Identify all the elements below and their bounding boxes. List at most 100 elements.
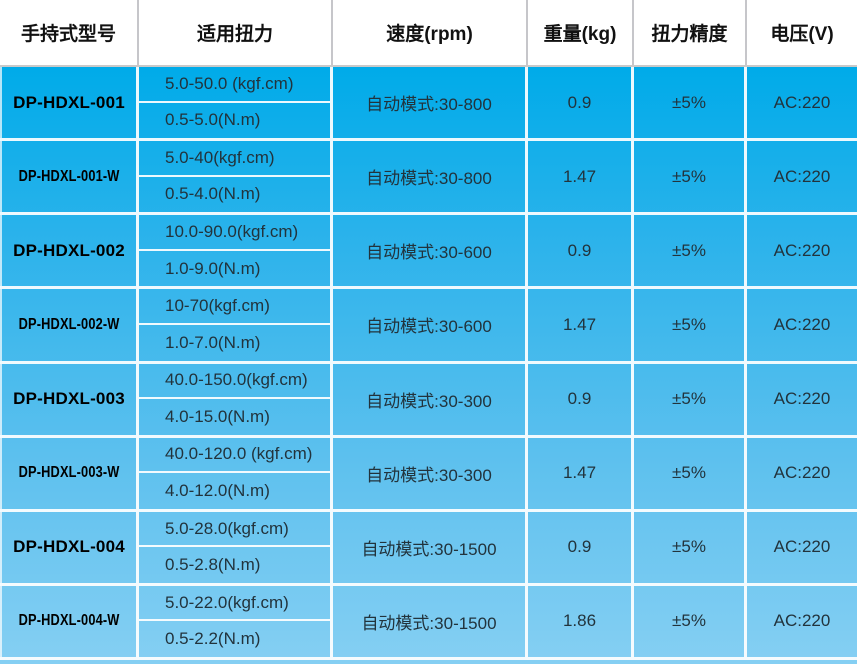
torque-nm-value: 1.0-9.0(N.m) [165, 258, 261, 278]
weight-cell: 0.9 [528, 363, 634, 435]
speed-cell: 自动模式:30-800 [333, 67, 528, 139]
voltage-value: AC:220 [773, 166, 831, 186]
weight-cell: 1.47 [528, 141, 634, 213]
model-name: DP-HDXL-001 [13, 92, 125, 112]
torque-kgf-value: 40.0-150.0(kgf.cm) [165, 370, 308, 390]
torque-kgf-cell: 40.0-150.0(kgf.cm) [139, 363, 333, 400]
voltage-value: AC:220 [773, 314, 831, 334]
torque-kgf-value: 5.0-50.0 (kgf.cm) [165, 73, 294, 93]
speed-cell: 自动模式:30-600 [333, 215, 528, 287]
accuracy-cell: ±5% [634, 363, 747, 435]
accuracy-cell: ±5% [634, 289, 747, 361]
table-header-row: 手持式型号 适用扭力 速度(rpm) 重量(kg) 扭力精度 电压(V) [0, 0, 857, 67]
model-cell: DP-HDXL-001 [0, 67, 139, 139]
torque-kgf-cell: 10-70(kgf.cm) [139, 289, 333, 325]
torque-kgf-value: 10-70(kgf.cm) [165, 296, 270, 316]
voltage-cell: AC:220 [747, 141, 857, 212]
column-header: 扭力精度 [634, 0, 747, 65]
torque-kgf-cell: 5.0-50.0 (kgf.cm) [139, 67, 333, 103]
accuracy-cell: ±5% [634, 585, 747, 657]
weight-cell: 0.9 [528, 215, 634, 287]
accuracy-value: ±5% [672, 463, 706, 483]
speed-cell: 自动模式:30-1500 [333, 511, 528, 583]
model-name: DP-HDXL-001-W [18, 167, 120, 185]
torque-nm-cell: 4.0-12.0(N.m) [139, 473, 333, 509]
weight-value: 0.9 [567, 389, 592, 409]
voltage-cell: AC:220 [747, 438, 857, 509]
weight-value: 0.9 [567, 240, 592, 260]
speed-cell: 自动模式:30-300 [333, 437, 528, 509]
accuracy-cell: ±5% [634, 215, 747, 287]
voltage-cell: AC:220 [747, 67, 857, 138]
torque-nm-value: 4.0-15.0(N.m) [165, 406, 270, 426]
torque-kgf-cell: 5.0-22.0(kgf.cm) [139, 585, 333, 622]
torque-nm-cell: 0.5-2.8(N.m) [139, 547, 333, 583]
torque-nm-cell: 1.0-9.0(N.m) [139, 250, 333, 287]
speed-value: 自动模式:30-600 [366, 243, 492, 263]
model-cell: DP-HDXL-004-W [0, 585, 139, 657]
torque-nm-value: 0.5-5.0(N.m) [165, 110, 261, 130]
accuracy-cell: ±5% [634, 511, 747, 583]
model-cell: DP-HDXL-003-W [0, 437, 139, 509]
torque-nm-value: 4.0-12.0(N.m) [165, 480, 270, 500]
model-name: DP-HDXL-002-W [18, 315, 120, 333]
weight-value: 1.86 [562, 611, 597, 631]
torque-kgf-value: 5.0-22.0(kgf.cm) [165, 592, 289, 612]
table-row-group: DP-HDXL-001-W 5.0-40(kgf.cm) 0.5-4.0(N.m… [0, 141, 857, 216]
model-name: DP-HDXL-004 [13, 537, 125, 557]
speed-value: 自动模式:30-1500 [361, 539, 497, 559]
voltage-cell: AC:220 [747, 215, 857, 286]
accuracy-value: ±5% [672, 611, 706, 631]
accuracy-cell: ±5% [634, 437, 747, 509]
speed-value: 自动模式:30-800 [366, 95, 492, 115]
model-name: DP-HDXL-004-W [18, 612, 120, 630]
table-row-group: DP-HDXL-003-W 40.0-120.0 (kgf.cm) 4.0-12… [0, 437, 857, 512]
table-body: DP-HDXL-001 5.0-50.0 (kgf.cm) 0.5-5.0(N.… [0, 67, 857, 664]
speed-cell: 自动模式:30-1500 [333, 585, 528, 657]
speed-cell: 自动模式:30-300 [333, 363, 528, 435]
column-header: 适用扭力 [139, 0, 333, 65]
accuracy-cell: ±5% [634, 141, 747, 213]
weight-value: 1.47 [562, 463, 597, 483]
torque-kgf-cell: 5.0-28.0(kgf.cm) [139, 511, 333, 548]
weight-value: 1.47 [562, 166, 597, 186]
column-header: 手持式型号 [0, 0, 139, 65]
torque-nm-value: 0.5-2.2(N.m) [165, 629, 261, 649]
torque-nm-value: 0.5-4.0(N.m) [165, 184, 261, 204]
torque-nm-cell: 0.5-5.0(N.m) [139, 102, 333, 139]
speed-value: 自动模式:30-800 [366, 169, 492, 189]
speed-value: 自动模式:30-600 [366, 317, 492, 337]
voltage-cell: AC:220 [747, 512, 857, 583]
column-header: 重量(kg) [528, 0, 634, 65]
torque-nm-cell: 1.0-7.0(N.m) [139, 324, 333, 361]
torque-nm-value: 1.0-7.0(N.m) [165, 332, 261, 352]
table-row-group: DP-HDXL-002 10.0-90.0(kgf.cm) 1.0-9.0(N.… [0, 215, 857, 290]
model-cell: DP-HDXL-001-W [0, 141, 139, 213]
torque-nm-cell: 4.0-15.0(N.m) [139, 399, 333, 435]
voltage-value: AC:220 [773, 537, 831, 557]
speed-cell: 自动模式:30-800 [333, 141, 528, 213]
model-cell: DP-HDXL-002 [0, 215, 139, 287]
voltage-value: AC:220 [773, 92, 831, 112]
torque-kgf-value: 10.0-90.0(kgf.cm) [165, 222, 299, 242]
weight-cell: 1.47 [528, 437, 634, 509]
model-cell: DP-HDXL-004 [0, 511, 139, 583]
voltage-cell: AC:220 [747, 289, 857, 360]
table-row-group: DP-HDXL-004-W 5.0-22.0(kgf.cm) 0.5-2.2(N… [0, 585, 857, 660]
torque-kgf-value: 5.0-40(kgf.cm) [165, 147, 275, 167]
torque-kgf-cell: 5.0-40(kgf.cm) [139, 141, 333, 177]
table-row-group: DP-HDXL-001 5.0-50.0 (kgf.cm) 0.5-5.0(N.… [0, 67, 857, 142]
speed-cell: 自动模式:30-600 [333, 289, 528, 361]
voltage-value: AC:220 [773, 463, 831, 483]
model-cell: DP-HDXL-003 [0, 363, 139, 435]
model-name: DP-HDXL-002 [13, 240, 125, 260]
weight-cell: 0.9 [528, 511, 634, 583]
speed-value: 自动模式:30-300 [366, 391, 492, 411]
torque-kgf-cell: 40.0-120.0 (kgf.cm) [139, 437, 333, 474]
weight-cell: 1.86 [528, 585, 634, 657]
model-cell: DP-HDXL-002-W [0, 289, 139, 361]
torque-kgf-value: 5.0-28.0(kgf.cm) [165, 518, 289, 538]
voltage-cell: AC:220 [747, 586, 857, 657]
torque-kgf-value: 40.0-120.0 (kgf.cm) [165, 444, 313, 464]
torque-kgf-cell: 10.0-90.0(kgf.cm) [139, 215, 333, 251]
